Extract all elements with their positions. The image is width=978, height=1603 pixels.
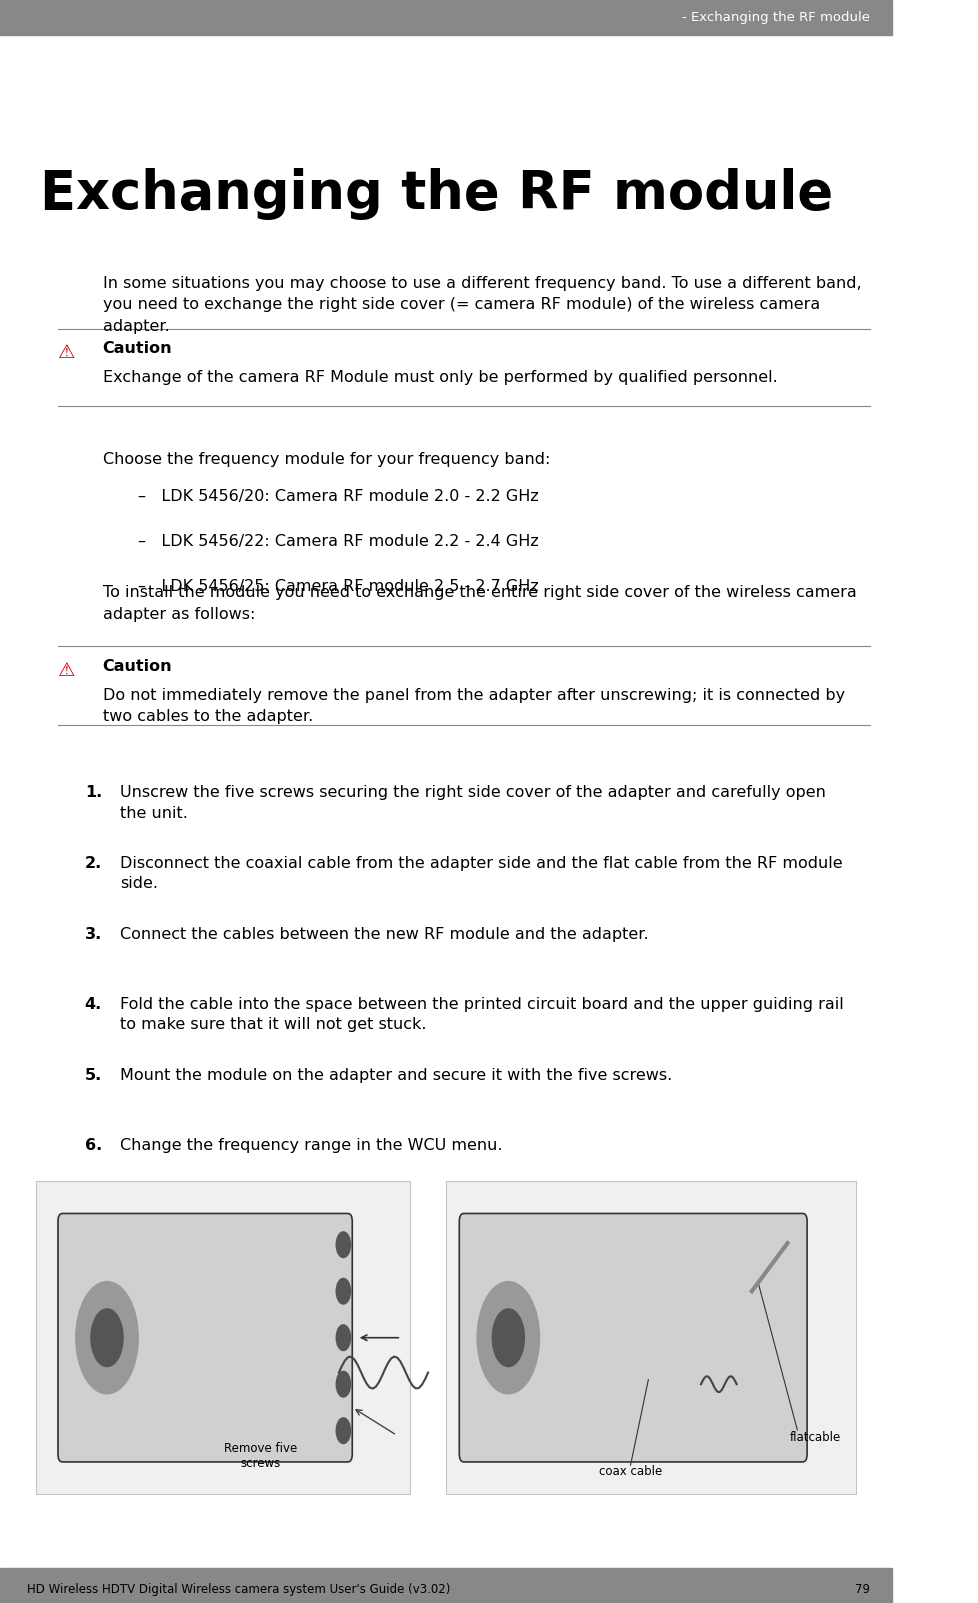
- Text: 6.: 6.: [85, 1138, 102, 1153]
- Text: Connect the cables between the new RF module and the adapter.: Connect the cables between the new RF mo…: [120, 927, 648, 941]
- Circle shape: [75, 1282, 138, 1395]
- Text: 3.: 3.: [85, 927, 102, 941]
- Text: 1.: 1.: [85, 785, 102, 800]
- Text: In some situations you may choose to use a different frequency band. To use a di: In some situations you may choose to use…: [103, 276, 861, 333]
- Text: Exchange of the camera RF Module must only be performed by qualified personnel.: Exchange of the camera RF Module must on…: [103, 370, 777, 385]
- Text: Choose the frequency module for your frequency band:: Choose the frequency module for your fre…: [103, 452, 550, 466]
- Text: coax cable: coax cable: [599, 1465, 661, 1478]
- Circle shape: [335, 1324, 350, 1350]
- Circle shape: [335, 1279, 350, 1305]
- Text: ⚠: ⚠: [58, 660, 75, 680]
- Text: Fold the cable into the space between the printed circuit board and the upper gu: Fold the cable into the space between th…: [120, 997, 843, 1032]
- Text: - Exchanging the RF module: - Exchanging the RF module: [681, 11, 868, 24]
- Text: –   LDK 5456/25: Camera RF module 2.5 - 2.7 GHz: – LDK 5456/25: Camera RF module 2.5 - 2.…: [138, 579, 539, 593]
- Text: Do not immediately remove the panel from the adapter after unscrewing; it is con: Do not immediately remove the panel from…: [103, 688, 844, 725]
- FancyBboxPatch shape: [58, 1213, 352, 1462]
- FancyBboxPatch shape: [445, 1181, 856, 1494]
- Text: Disconnect the coaxial cable from the adapter side and the flat cable from the R: Disconnect the coaxial cable from the ad…: [120, 856, 842, 891]
- Text: Mount the module on the adapter and secure it with the five screws.: Mount the module on the adapter and secu…: [120, 1068, 672, 1082]
- Text: 4.: 4.: [85, 997, 102, 1011]
- Text: flatcable: flatcable: [788, 1431, 840, 1444]
- FancyBboxPatch shape: [459, 1213, 806, 1462]
- Text: Caution: Caution: [103, 341, 172, 356]
- Circle shape: [335, 1231, 350, 1257]
- Text: Unscrew the five screws securing the right side cover of the adapter and careful: Unscrew the five screws securing the rig…: [120, 785, 825, 821]
- Circle shape: [91, 1308, 123, 1366]
- Text: 5.: 5.: [85, 1068, 102, 1082]
- Text: Caution: Caution: [103, 659, 172, 673]
- Circle shape: [476, 1282, 539, 1395]
- Text: –   LDK 5456/20: Camera RF module 2.0 - 2.2 GHz: – LDK 5456/20: Camera RF module 2.0 - 2.…: [138, 489, 539, 503]
- Text: Change the frequency range in the WCU menu.: Change the frequency range in the WCU me…: [120, 1138, 503, 1153]
- Circle shape: [335, 1419, 350, 1443]
- Text: 2.: 2.: [85, 856, 102, 870]
- Circle shape: [335, 1372, 350, 1396]
- FancyBboxPatch shape: [35, 1181, 410, 1494]
- Circle shape: [492, 1308, 524, 1366]
- Text: –   LDK 5456/22: Camera RF module 2.2 - 2.4 GHz: – LDK 5456/22: Camera RF module 2.2 - 2.…: [138, 534, 539, 548]
- Text: Remove five
screws: Remove five screws: [224, 1443, 296, 1470]
- Text: To install the module you need to exchange the entire right side cover of the wi: To install the module you need to exchan…: [103, 585, 856, 622]
- Bar: [0, 0, 891, 35]
- Text: ⚠: ⚠: [58, 343, 75, 362]
- Bar: [0, 1568, 891, 1603]
- Text: HD Wireless HDTV Digital Wireless camera system User's Guide (v3.02): HD Wireless HDTV Digital Wireless camera…: [26, 1584, 450, 1597]
- Text: Exchanging the RF module: Exchanging the RF module: [40, 168, 832, 220]
- Text: 79: 79: [854, 1584, 868, 1597]
